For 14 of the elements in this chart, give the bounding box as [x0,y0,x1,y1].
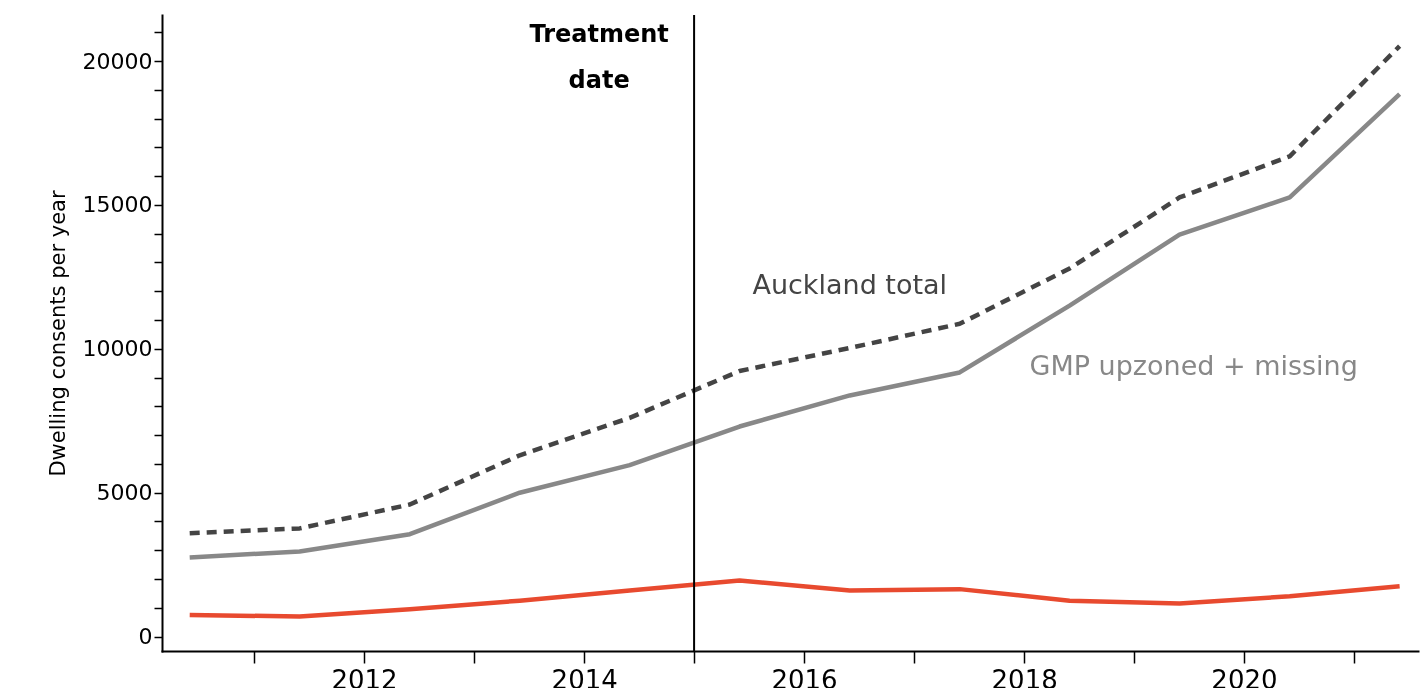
x-tick-label: 2014 [551,664,618,688]
ref-line-label: Treatment date [529,20,669,94]
y-tick-label: 0 [138,624,153,650]
y-tick-label: 20000 [82,48,153,74]
y-tick-label: 15000 [82,192,153,218]
series-label: Auckland total [752,268,948,300]
x-tick-label: 2018 [991,664,1058,688]
x-tick-label: 2012 [331,664,398,688]
y-tick-label: 10000 [82,336,153,362]
x-tick-label: 2016 [771,664,838,688]
series-label: GMP upzoned + missing [1029,349,1358,381]
y-tick-label: 5000 [96,480,153,506]
x-tick-label: 2020 [1211,664,1278,688]
y-axis-title: Dwelling consents per year [45,190,70,477]
